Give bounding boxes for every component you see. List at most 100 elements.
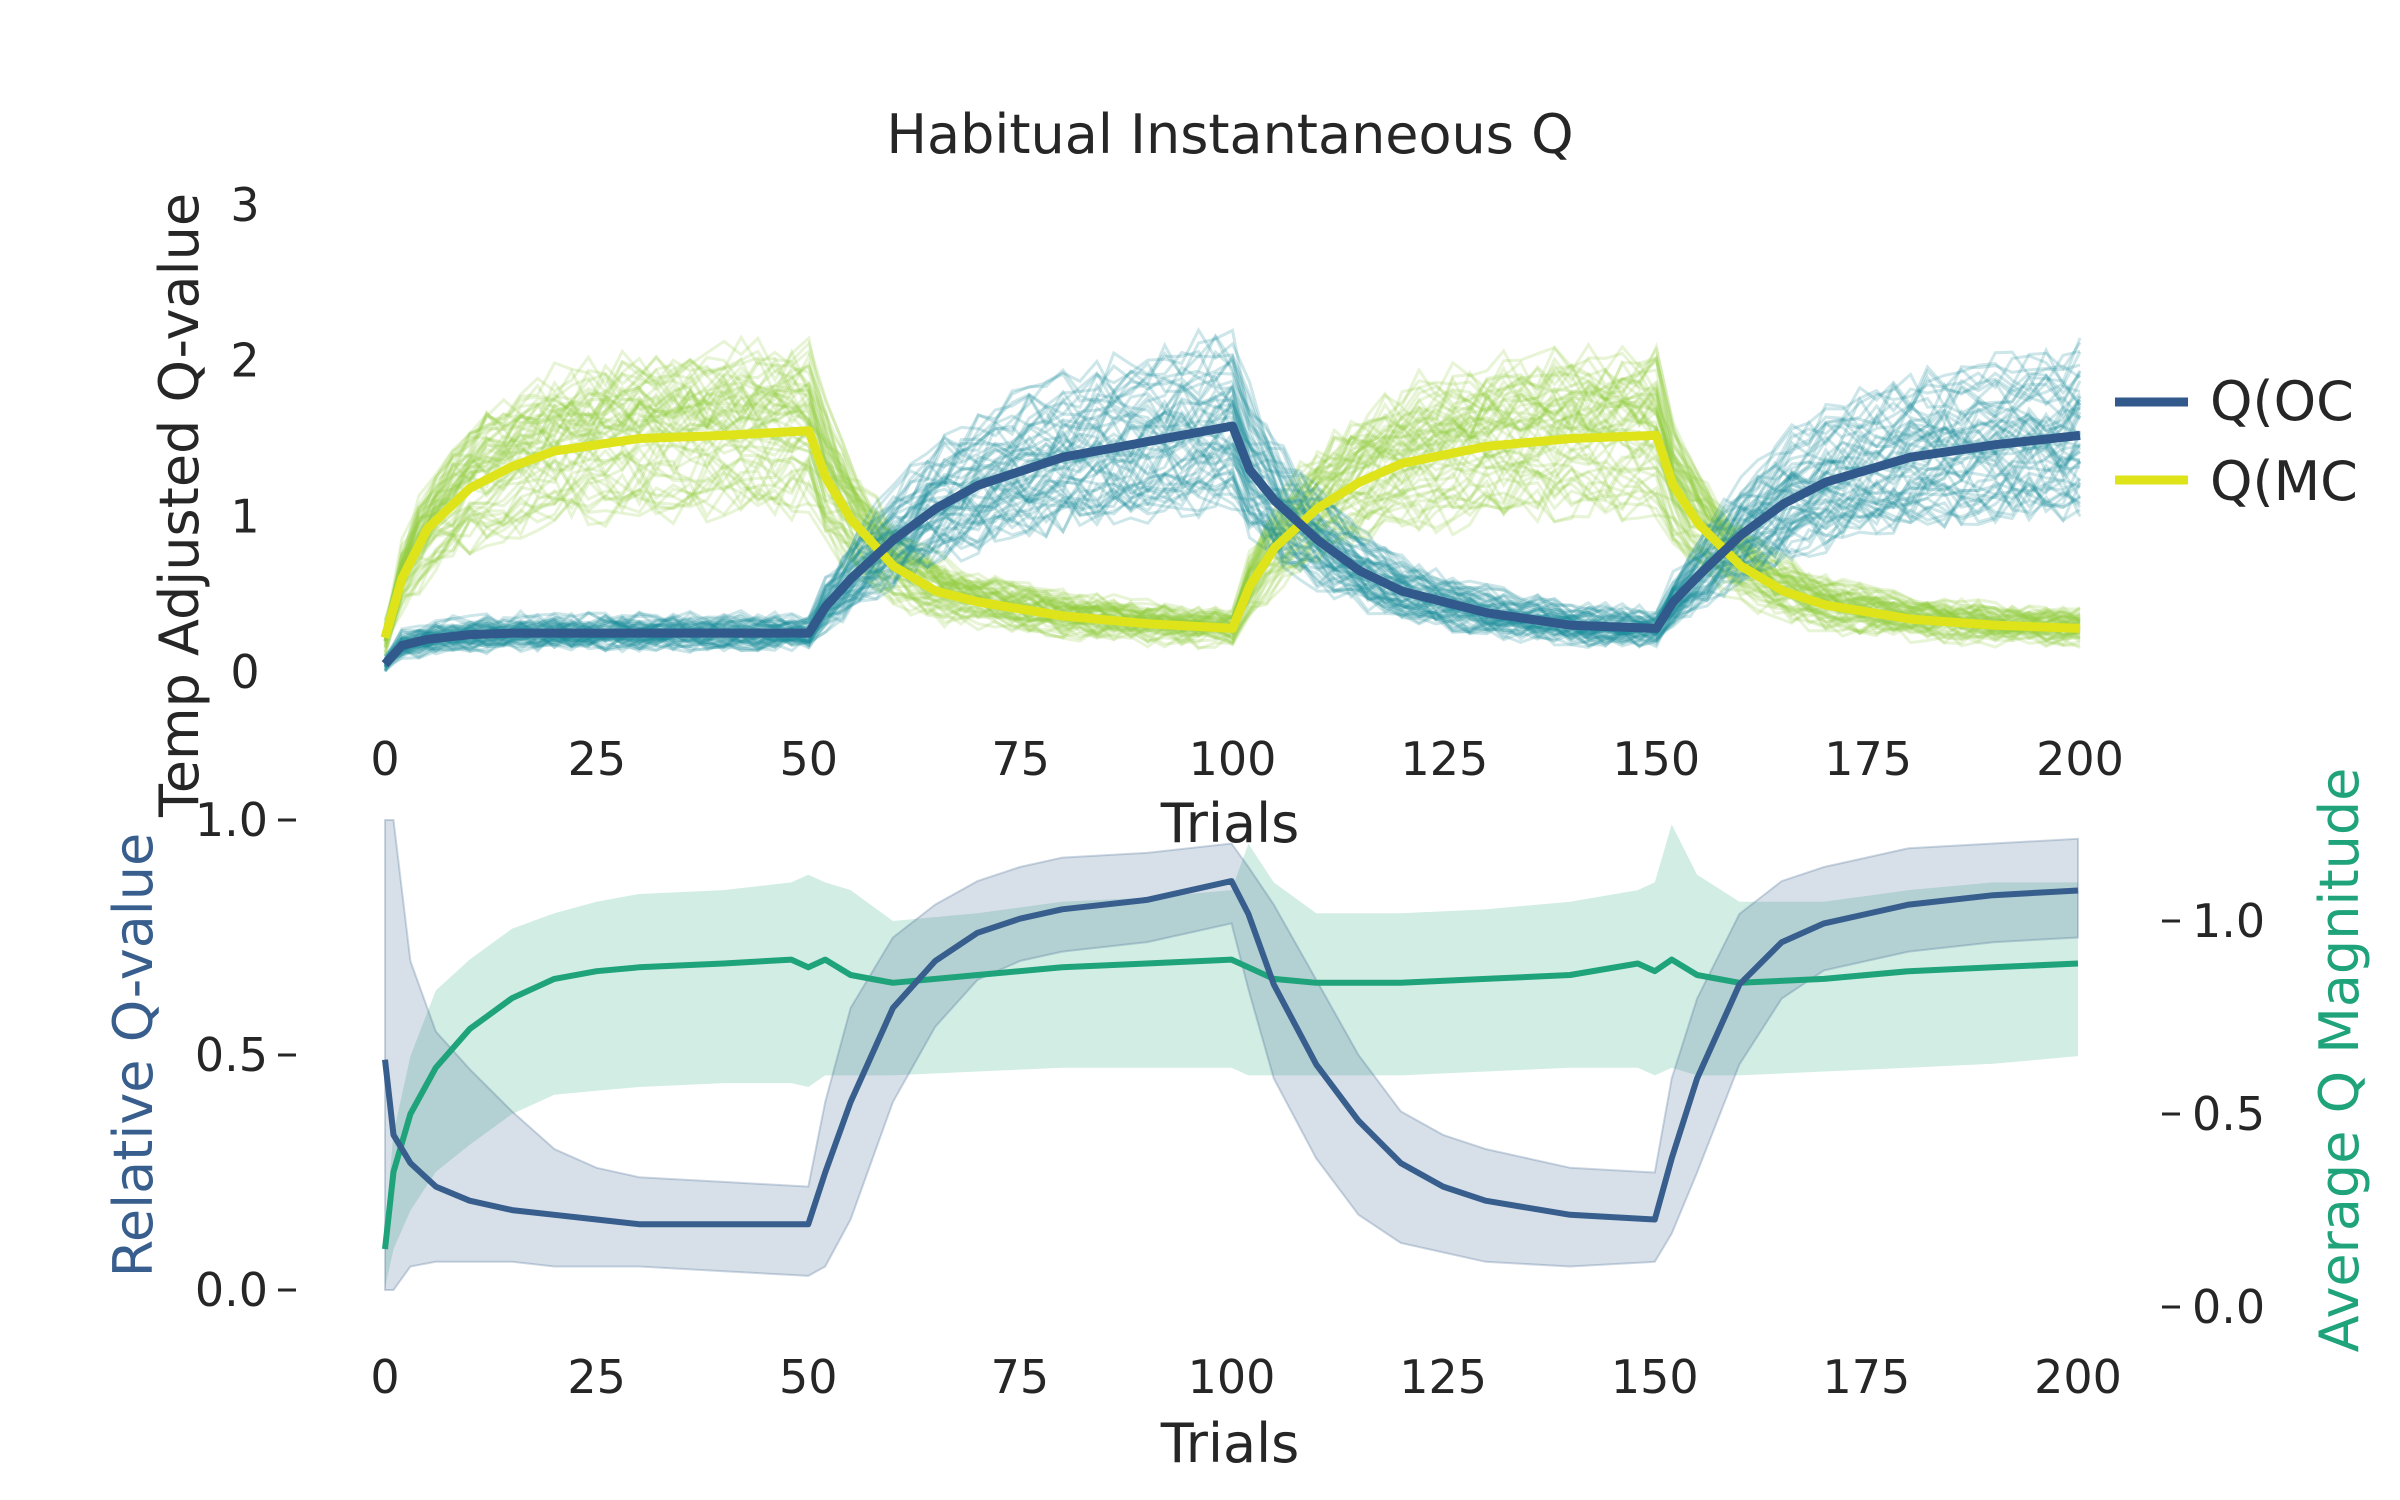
- mc-run-2: [383, 466, 2081, 645]
- mc-run-24: [383, 453, 2081, 645]
- oc-run-12: [383, 399, 2082, 658]
- oc-run-58: [383, 328, 2081, 662]
- q-oc-line: [381, 421, 2081, 668]
- bottom-x-axis-label: Trials: [1160, 1412, 1299, 1475]
- top-x-tick: 100: [1189, 732, 1277, 786]
- top-x-tick: 75: [991, 732, 1050, 786]
- bottom-x-tick-labels: 0 25 50 75 100 125 150 175 200: [370, 1350, 2122, 1404]
- top-panel: Habitual Instantaneous Q 0 25 50 75 100 125 15…: [148, 103, 2358, 855]
- mc-run-33: [383, 380, 2081, 638]
- bottom-x-tick: 100: [1188, 1350, 1276, 1404]
- oc-run-59: [384, 440, 2081, 665]
- top-y-axis-label: Temp Adjusted Q-value: [148, 193, 211, 818]
- oc-run-6: [384, 463, 2081, 672]
- oc-run-19: [383, 327, 2082, 668]
- top-y-tick-labels: 0 1 2 3: [230, 178, 259, 699]
- mc-run-13: [383, 416, 2082, 642]
- mc-run-51: [383, 468, 2081, 650]
- bottom-x-tick: 0: [370, 1350, 399, 1404]
- relative-band: [384, 819, 2079, 1291]
- confidence-bands: [384, 819, 2079, 1291]
- mc-run-15: [383, 479, 2081, 649]
- top-y-tick: 3: [230, 178, 259, 232]
- magnitude-line: [382, 956, 2079, 1250]
- mc-run-42: [383, 364, 2081, 639]
- oc-run-22: [383, 354, 2082, 668]
- mc-run-27: [383, 356, 2081, 625]
- mc-run-6: [383, 381, 2081, 630]
- top-x-tick: 175: [1824, 732, 1912, 786]
- left-y-tick: 1.0: [195, 793, 268, 847]
- oc-run-46: [383, 485, 2081, 672]
- mc-run-18: [383, 455, 2082, 648]
- mc-run-45: [383, 444, 2081, 644]
- top-x-axis-label: Trials: [1160, 792, 1299, 855]
- oc-run-8: [383, 334, 2081, 662]
- right-y-tick: 0.5: [2192, 1087, 2265, 1141]
- relative-line: [382, 878, 2079, 1228]
- mc-run-37: [383, 335, 2081, 624]
- oc-run-51: [383, 346, 2082, 661]
- mc-run-40: [383, 425, 2081, 647]
- oc-run-0: [384, 442, 2081, 662]
- oc-run-27: [383, 474, 2081, 662]
- bottom-y-axis-label: Relative Q-value: [102, 833, 165, 1277]
- oc-run-20: [383, 393, 2082, 663]
- bottom-x-tick: 175: [1822, 1350, 1910, 1404]
- oc-run-21: [383, 349, 2081, 667]
- bottom-left-y-ticks: 0.0 0.5 1.0: [195, 793, 296, 1317]
- oc-run-47: [384, 456, 2081, 663]
- mc-run-58: [383, 479, 2081, 651]
- top-y-tick: 1: [230, 489, 259, 543]
- bottom-x-tick: 25: [567, 1350, 626, 1404]
- mean-lines: [380, 421, 2081, 668]
- oc-run-10: [384, 473, 2082, 669]
- bottom-lines: [382, 878, 2079, 1250]
- oc-run-35: [384, 447, 2081, 663]
- mc-run-54: [383, 335, 2081, 636]
- bottom-x-tick: 50: [779, 1350, 838, 1404]
- legend: Q(OC Q(MC: [2115, 370, 2358, 513]
- bottom-x-tick: 150: [1611, 1350, 1699, 1404]
- top-x-tick-labels: 0 25 50 75 100 125 150 175 200: [370, 732, 2124, 786]
- top-x-tick: 50: [779, 732, 838, 786]
- left-y-tick: 0.5: [195, 1028, 268, 1082]
- oc-run-34: [383, 399, 2081, 666]
- oc-run-54: [383, 461, 2082, 667]
- top-x-tick: 0: [370, 732, 399, 786]
- top-title: Habitual Instantaneous Q: [886, 103, 1573, 166]
- mc-run-35: [383, 453, 2081, 646]
- right-y-tick: 1.0: [2192, 894, 2265, 948]
- mc-run-48: [383, 477, 2081, 657]
- legend-label-mc: Q(MC: [2210, 450, 2358, 513]
- oc-run-5: [384, 438, 2081, 669]
- bottom-right-y-ticks: 0.0 0.5 1.0: [2162, 894, 2265, 1334]
- top-x-tick: 125: [1400, 732, 1488, 786]
- oc-run-13: [383, 396, 2081, 664]
- top-y-tick: 2: [230, 334, 259, 388]
- oc-run-18: [383, 388, 2082, 659]
- oc-run-44: [383, 375, 2082, 661]
- top-y-tick: 0: [230, 645, 259, 699]
- mc-run-21: [383, 453, 2081, 653]
- top-x-tick: 25: [568, 732, 627, 786]
- top-x-tick: 150: [1612, 732, 1700, 786]
- oc-run-23: [384, 474, 2081, 661]
- top-x-tick: 200: [2036, 732, 2124, 786]
- oc-run-4: [383, 353, 2082, 670]
- oc-run-16: [383, 480, 2082, 664]
- right-y-tick: 0.0: [2192, 1280, 2265, 1334]
- mc-run-4: [383, 458, 2081, 655]
- bottom-x-tick: 125: [1399, 1350, 1487, 1404]
- bottom-panel: 0 25 50 75 100 125 150 175 200 0.0 0.5 1.0 0.0 0.5 1…: [102, 768, 2371, 1475]
- bottom-x-tick: 200: [2034, 1350, 2122, 1404]
- magnitude-band: [385, 824, 2078, 1288]
- mc-run-31: [383, 466, 2081, 653]
- oc-run-11: [383, 462, 2082, 672]
- oc-run-55: [383, 371, 2082, 660]
- legend-label-oc: Q(OC: [2210, 370, 2354, 433]
- bottom-grid: [385, 919, 2078, 1116]
- oc-run-2: [383, 333, 2082, 660]
- left-y-tick: 0.0: [195, 1263, 268, 1317]
